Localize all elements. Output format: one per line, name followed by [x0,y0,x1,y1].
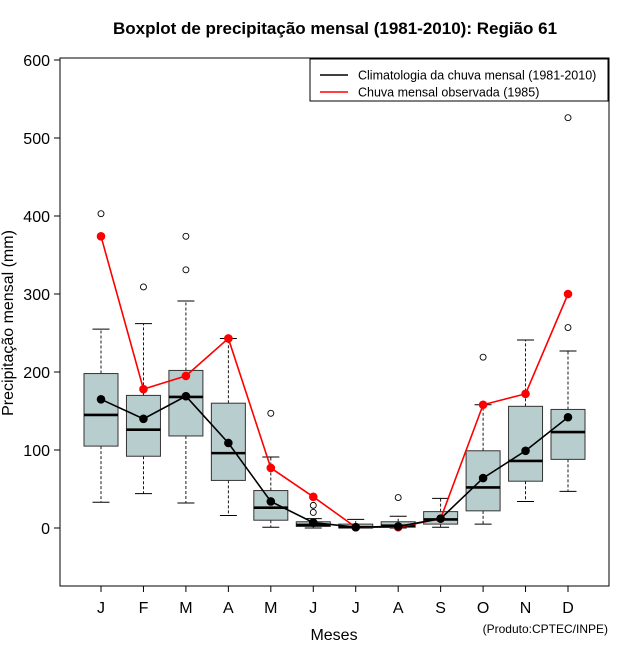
box-12 [550,114,586,492]
box-2 [125,283,161,495]
climatology-point [96,395,106,404]
box-body [168,369,204,437]
observed-point [181,371,191,381]
x-tick-label: J [97,600,105,617]
box-body [508,405,544,482]
outlier-point [394,494,402,502]
plot-area: 0 100 200 300 400 500 600 J F M A M J J A S O N D Climatolo… [23,53,610,617]
x-tick-label: M [264,600,277,617]
climatology-point [181,391,191,401]
legend-box [309,58,609,102]
climatology-point [266,497,276,506]
x-tick-label: S [435,600,446,617]
y-tick-label: 500 [23,131,50,148]
y-tick-label: 100 [23,443,50,460]
climatology-point [521,446,530,456]
series-climatology [96,391,573,532]
outlier-point [97,210,105,218]
x-tick-label: O [477,600,489,617]
x-tick-label: M [179,600,192,617]
outlier-point [140,283,147,291]
observed-point [139,384,148,394]
outlier-point [182,266,190,274]
climatology-point [478,473,488,483]
x-tick-label: J [309,600,317,617]
box-10 [465,353,501,525]
observed-point [478,400,488,410]
observed-point [266,463,276,473]
x-tick-label: N [520,600,532,617]
climatology-point [563,412,573,422]
outlier-point [267,409,275,417]
y-tick-label: 200 [23,365,50,382]
x-tick-label: D [562,600,574,617]
y-tick-label: 0 [41,521,50,538]
outlier-point [479,353,487,361]
climatology-point [351,522,361,532]
climatology-line [100,395,569,529]
legend-label: Chuva mensal observada (1985) [358,86,539,100]
x-tick-label: A [223,600,234,617]
x-tick-label: J [352,600,360,617]
outlier-point [309,501,317,509]
box-4 [210,337,246,517]
chart-title: Boxplot de precipitação mensal (1981-201… [113,19,557,38]
climatology-point [139,414,148,424]
box-body [83,373,119,447]
series-observed [96,231,573,532]
plot-frame [59,57,610,587]
x-tick-label: F [139,600,149,617]
box-3 [168,232,204,504]
observed-point [563,289,573,299]
climatology-point [393,522,403,531]
outlier-point [564,114,572,122]
climatology-point [224,438,233,448]
observed-point [224,334,233,343]
box-11 [508,339,544,502]
observed-point [521,389,530,399]
legend-label: Climatologia da chuva mensal (1981-2010) [358,69,596,83]
observed-line [100,236,569,529]
credit-text: (Produto:CPTEC/INPE) [483,622,608,636]
observed-point [96,231,106,241]
y-tick-label: 400 [23,209,50,226]
legend: Climatologia da chuva mensal (1981-2010)… [309,58,609,102]
outlier-point [564,324,572,331]
climatology-point [436,514,445,523]
x-tick-label: A [393,600,404,617]
outlier-point [182,232,190,240]
observed-point [308,492,318,502]
x-axis-label: Meses [310,627,357,644]
y-tick-label: 300 [23,287,50,304]
climatology-point [308,518,318,527]
outlier-point [309,508,317,516]
y-axis-label: Precipitação mensal (mm) [0,230,17,416]
box-body [125,394,161,457]
y-tick-label: 600 [23,53,50,70]
box-1 [83,210,119,503]
